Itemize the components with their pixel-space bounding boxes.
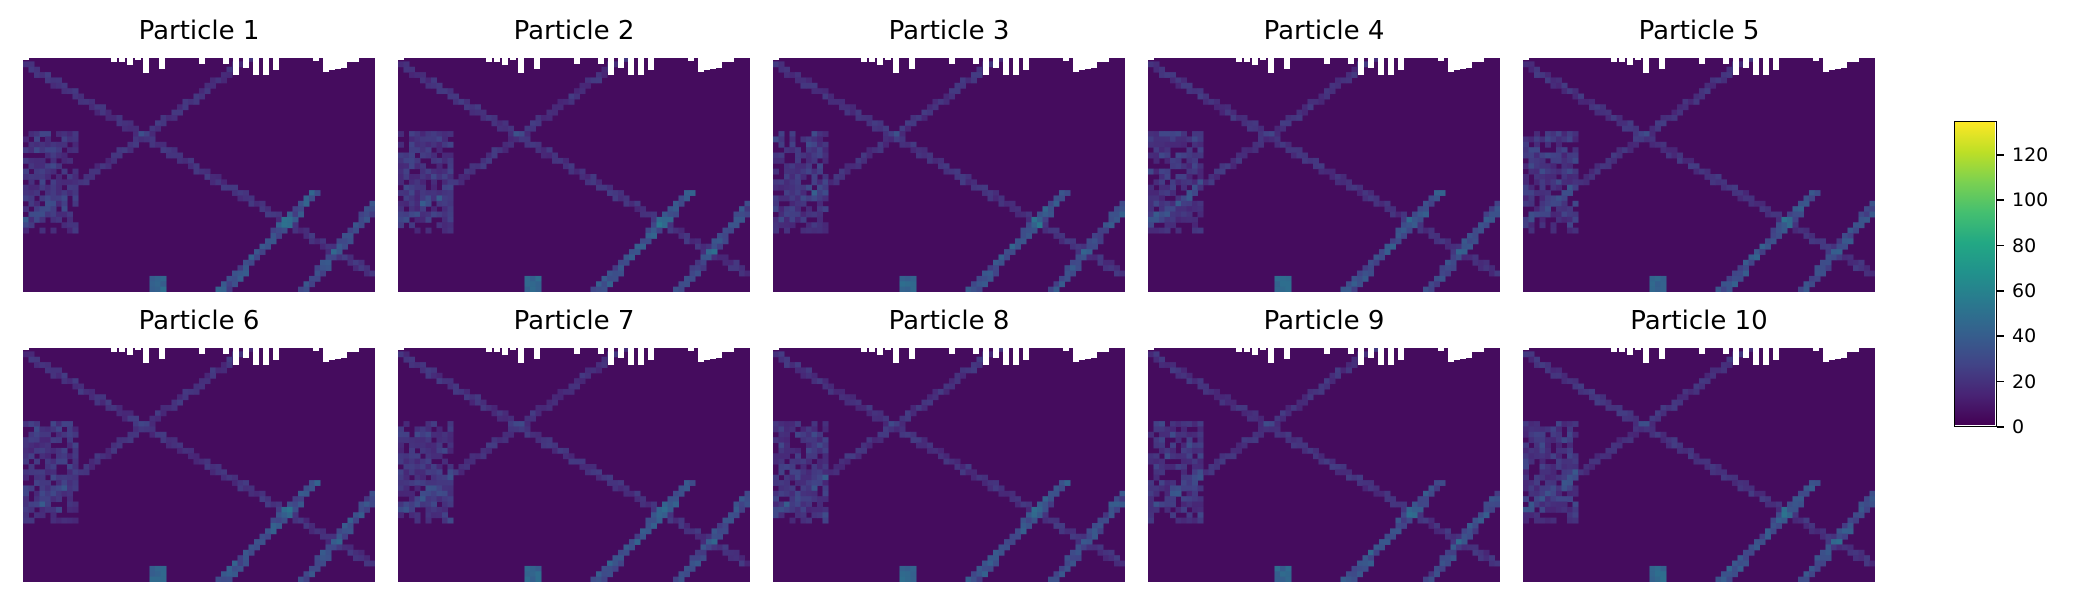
colorbar-tick-label: 60 — [2012, 280, 2037, 302]
heatmap-panel: Particle 3 — [773, 16, 1125, 292]
heatmap-panel: Particle 10 — [1523, 306, 1875, 582]
colorbar-tick-label: 120 — [2012, 144, 2049, 166]
panel-title: Particle 7 — [513, 306, 635, 336]
panel-title: Particle 5 — [1638, 16, 1760, 46]
colorbar-tick-mark — [1997, 335, 2004, 337]
panel-title: Particle 10 — [1630, 306, 1768, 336]
heatmap-panel: Particle 9 — [1148, 306, 1500, 582]
colorbar-tick-label: 80 — [2012, 234, 2037, 257]
panel-title: Particle 2 — [513, 16, 635, 46]
heatmap-panel: Particle 8 — [773, 306, 1125, 582]
colorbar-gradient — [1955, 122, 1995, 425]
heatmap-image — [1523, 346, 1875, 582]
colorbar-tick-mark — [1997, 244, 2004, 247]
heatmap-panel: Particle 2 — [398, 16, 750, 292]
heatmap-panel: Particle 6 — [23, 306, 375, 582]
colorbar — [1954, 121, 1997, 427]
heatmap-panel: Particle 1 — [23, 16, 375, 292]
panel-title: Particle 4 — [1263, 16, 1385, 46]
colorbar-tick-mark — [1997, 380, 2004, 383]
panel-title: Particle 8 — [888, 306, 1010, 336]
colorbar-tick-label: 20 — [2012, 370, 2037, 393]
heatmap-image — [773, 346, 1125, 582]
heatmap-image — [23, 346, 375, 582]
heatmap-panel: Particle 7 — [398, 306, 750, 582]
heatmap-image — [23, 56, 375, 292]
heatmap-image — [398, 346, 750, 582]
panel-title: Particle 6 — [138, 306, 260, 336]
panel-title: Particle 9 — [1263, 306, 1385, 336]
panel-title: Particle 3 — [888, 16, 1010, 46]
colorbar-tick-mark — [1997, 426, 2004, 428]
heatmap-image — [398, 56, 750, 292]
heatmap-panel: Particle 4 — [1148, 16, 1500, 292]
colorbar-tick-mark — [1997, 154, 2004, 156]
colorbar-ticks: 0 20 40 60 80 100 120 — [1997, 121, 2077, 438]
panel-title: Particle 1 — [138, 16, 260, 46]
heatmap-image — [773, 56, 1125, 292]
heatmap-image — [1148, 56, 1500, 292]
heatmap-image — [1523, 56, 1875, 292]
colorbar-tick-label: 40 — [2012, 325, 2037, 348]
colorbar-tick-mark — [1997, 290, 2004, 292]
colorbar-tick-label: 100 — [2012, 189, 2049, 212]
heatmap-image — [1148, 346, 1500, 582]
colorbar-tick-mark — [1997, 199, 2004, 201]
heatmap-panel: Particle 5 — [1523, 16, 1875, 292]
colorbar-tick-label: 0 — [2012, 416, 2025, 438]
